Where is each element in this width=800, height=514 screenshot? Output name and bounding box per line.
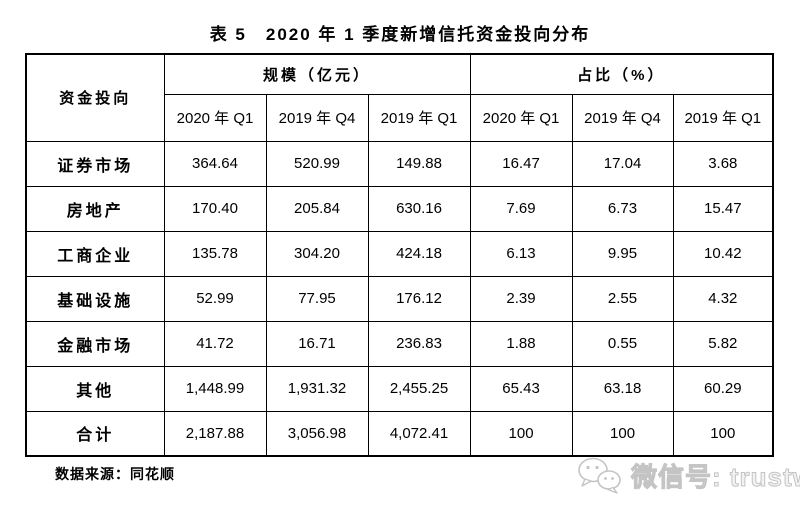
wechat-watermark: 微信号: trustway: [575, 455, 800, 495]
cell-value: 77.95: [265, 275, 369, 322]
cell-value: 5.82: [672, 320, 774, 367]
cell-value: 149.88: [367, 140, 471, 187]
table-row: 金融市场 41.72 16.71 236.83 1.88 0.55 5.82: [25, 320, 774, 367]
cell-value: 176.12: [367, 275, 471, 322]
cell-value: 2.39: [469, 275, 573, 322]
cell-value: 15.47: [672, 185, 774, 232]
wechat-icon: [578, 457, 621, 494]
header-row-groups: 资金投向 规模（亿元） 占比（%）: [25, 53, 774, 142]
cell-value: 63.18: [571, 365, 674, 412]
group-header-scale: 规模（亿元）: [163, 53, 471, 95]
quarter-header: 2020 年 Q1: [469, 93, 573, 142]
cell-value: 236.83: [367, 320, 471, 367]
row-label: 证券市场: [25, 140, 165, 187]
cell-value: 2.55: [571, 275, 674, 322]
cell-value: 6.73: [571, 185, 674, 232]
page-title: 表 5 2020 年 1 季度新增信托资金投向分布: [209, 25, 591, 44]
row-label: 金融市场: [25, 320, 165, 367]
row-label: 其他: [25, 365, 165, 412]
cell-value: 2,187.88: [163, 410, 267, 457]
cell-value: 65.43: [469, 365, 573, 412]
cell-value: 17.04: [571, 140, 674, 187]
table-row: 基础设施 52.99 77.95 176.12 2.39 2.55 4.32: [25, 275, 774, 322]
cell-value: 304.20: [265, 230, 369, 277]
cell-value: 4.32: [672, 275, 774, 322]
cell-value: 364.64: [163, 140, 267, 187]
table-row: 其他 1,448.99 1,931.32 2,455.25 65.43 63.1…: [25, 365, 774, 412]
cell-value: 3.68: [672, 140, 774, 187]
cell-value: 41.72: [163, 320, 267, 367]
group-header-share: 占比（%）: [469, 53, 774, 95]
wechat-id-text: 微信号: trustway: [631, 461, 800, 492]
row-label: 基础设施: [25, 275, 165, 322]
table-row: 证券市场 364.64 520.99 149.88 16.47 17.04 3.…: [25, 140, 774, 187]
cell-value: 0.55: [571, 320, 674, 367]
cell-value: 2,455.25: [367, 365, 471, 412]
quarter-header: 2019 年 Q4: [571, 93, 674, 142]
cell-value: 6.13: [469, 230, 573, 277]
row-label: 房地产: [25, 185, 165, 232]
cell-value: 16.47: [469, 140, 573, 187]
table-row: 房地产 170.40 205.84 630.16 7.69 6.73 15.47: [25, 185, 774, 232]
trust-fund-table: 资金投向 规模（亿元） 占比（%） 2020 年 Q1 2019 年 Q4 20…: [25, 53, 775, 457]
quarter-header: 2020 年 Q1: [163, 93, 267, 142]
quarter-header: 2019 年 Q1: [367, 93, 471, 142]
cell-value: 7.69: [469, 185, 573, 232]
cell-value: 1.88: [469, 320, 573, 367]
cell-value: 630.16: [367, 185, 471, 232]
data-source-note: 数据来源：同花顺: [55, 466, 175, 482]
cell-value: 424.18: [367, 230, 471, 277]
header-row-quarters: 2020 年 Q1 2019 年 Q4 2019 年 Q1 2020 年 Q1 …: [26, 93, 774, 142]
row-label: 工商企业: [25, 230, 165, 277]
cell-value: 1,931.32: [265, 365, 369, 412]
cell-value: 10.42: [672, 230, 774, 277]
cell-value: 100: [672, 410, 774, 457]
corner-header: 资金投向: [25, 53, 165, 142]
cell-value: 9.95: [571, 230, 674, 277]
cell-value: 170.40: [163, 185, 267, 232]
cell-value: 4,072.41: [367, 410, 471, 457]
quarter-header: 2019 年 Q1: [672, 93, 774, 142]
cell-value: 1,448.99: [163, 365, 267, 412]
table-row-total: 合计 2,187.88 3,056.98 4,072.41 100 100 10…: [25, 410, 774, 457]
cell-value: 60.29: [672, 365, 774, 412]
quarter-header: 2019 年 Q4: [265, 93, 369, 142]
cell-value: 16.71: [265, 320, 369, 367]
cell-value: 520.99: [265, 140, 369, 187]
cell-value: 100: [571, 410, 674, 457]
row-label: 合计: [25, 410, 165, 457]
cell-value: 205.84: [265, 185, 369, 232]
cell-value: 135.78: [163, 230, 267, 277]
cell-value: 100: [469, 410, 573, 457]
cell-value: 52.99: [163, 275, 267, 322]
cell-value: 3,056.98: [265, 410, 369, 457]
table-row: 工商企业 135.78 304.20 424.18 6.13 9.95 10.4…: [25, 230, 774, 277]
